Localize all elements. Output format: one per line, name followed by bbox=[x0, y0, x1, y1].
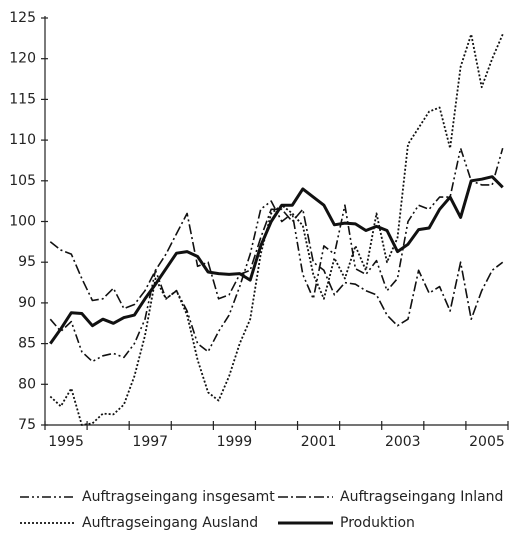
data-line bbox=[49, 147, 504, 363]
x-tick-label: 1997 bbox=[132, 434, 168, 450]
legend-label: Auftragseingang insgesamt bbox=[82, 489, 275, 505]
y-tick-label: 85 bbox=[18, 336, 36, 352]
x-tick-label: 2003 bbox=[385, 434, 421, 450]
data-line bbox=[49, 175, 504, 345]
data-line bbox=[49, 33, 504, 426]
legend-label: Auftragseingang Ausland bbox=[82, 515, 258, 531]
x-tick-label: 1999 bbox=[217, 434, 253, 450]
y-tick-label: 105 bbox=[9, 173, 36, 189]
x-tick-label: 1995 bbox=[48, 434, 84, 450]
y-tick-label: 95 bbox=[18, 254, 36, 270]
x-tick-label: 2005 bbox=[469, 434, 505, 450]
y-tick-label: 110 bbox=[9, 132, 36, 148]
y-tick-label: 120 bbox=[9, 51, 36, 67]
data-line bbox=[49, 208, 504, 327]
y-tick-label: 115 bbox=[9, 91, 36, 107]
legend-label: Auftragseingang Inland bbox=[340, 489, 503, 505]
legend-label: Produktion bbox=[340, 515, 415, 531]
y-tick-label: 100 bbox=[9, 214, 36, 230]
y-tick-label: 80 bbox=[18, 376, 36, 392]
y-tick-label: 75 bbox=[18, 417, 36, 433]
x-tick-label: 2001 bbox=[301, 434, 337, 450]
y-tick-label: 125 bbox=[9, 10, 36, 26]
y-tick-label: 90 bbox=[18, 295, 36, 311]
